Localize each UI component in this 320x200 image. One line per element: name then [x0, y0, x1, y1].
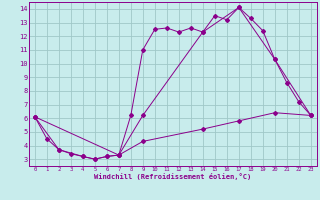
X-axis label: Windchill (Refroidissement éolien,°C): Windchill (Refroidissement éolien,°C)	[94, 173, 252, 180]
